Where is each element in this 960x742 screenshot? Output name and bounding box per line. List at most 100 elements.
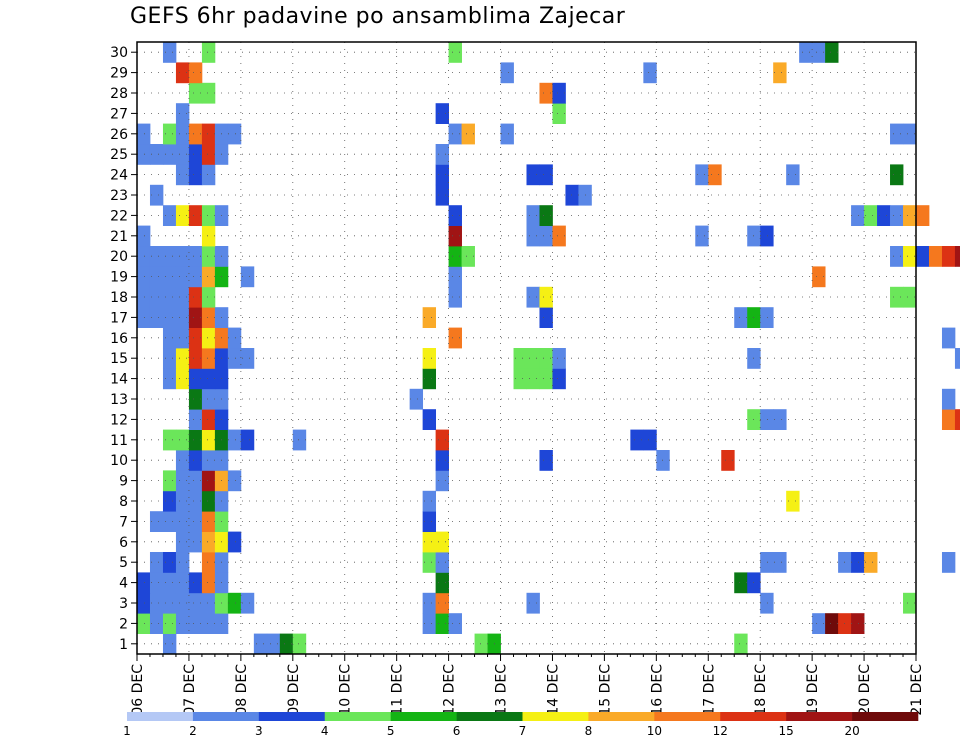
heatmap-cell — [201, 144, 216, 165]
x-tick-label: 12 DEC — [442, 664, 458, 716]
heatmap-cell — [227, 531, 242, 553]
y-tick-label: 25 — [110, 147, 128, 163]
heatmap-cell — [903, 246, 917, 267]
heatmap-cell — [175, 450, 190, 471]
heatmap-cell — [851, 552, 865, 573]
x-tick-label: 14 DEC — [545, 664, 561, 716]
colorbar-label: 6 — [453, 724, 461, 738]
heatmap-cell — [175, 511, 190, 532]
y-tick-label: 28 — [110, 86, 128, 102]
heatmap-cell — [175, 62, 190, 84]
heatmap-cell — [162, 470, 177, 492]
heatmap-cell — [175, 286, 190, 308]
colorbar-swatch — [456, 712, 523, 721]
heatmap-cell — [422, 552, 437, 573]
heatmap-cell — [149, 246, 164, 267]
x-tick-label: 15 DEC — [597, 664, 613, 716]
heatmap-cell — [188, 490, 203, 512]
y-tick-label: 15 — [110, 351, 128, 367]
colorbar: 1 2 3 4 5 6 7 8 10 12 15 20 — [123, 712, 919, 738]
heatmap-cell — [890, 246, 904, 267]
heatmap-cell — [954, 409, 960, 430]
heatmap-cell — [188, 144, 203, 165]
heatmap-cell — [162, 511, 177, 532]
heatmap-cell — [526, 286, 540, 308]
heatmap-cell — [890, 164, 904, 186]
heatmap-cell — [201, 225, 216, 247]
heatmap-cell — [188, 123, 203, 145]
y-tick-label: 24 — [110, 168, 128, 184]
heatmap-cell — [448, 613, 462, 634]
heatmap-cell — [435, 164, 449, 186]
heatmap-cell — [812, 613, 826, 634]
heatmap-cell — [201, 613, 216, 634]
y-tick-label: 6 — [119, 535, 128, 551]
heatmap-cell — [137, 307, 151, 328]
heatmap-cell — [721, 450, 735, 471]
heatmap-cell — [188, 613, 203, 634]
heatmap-cell — [435, 531, 449, 553]
y-tick-label: 4 — [119, 576, 128, 592]
y-tick-label: 23 — [110, 188, 128, 204]
x-tick-label: 18 DEC — [753, 664, 769, 716]
colorbar-label: 5 — [387, 724, 395, 738]
heatmap-cell — [201, 348, 216, 369]
heatmap-cell — [552, 348, 566, 369]
heatmap-cell — [240, 266, 255, 288]
heatmap-cell — [422, 490, 437, 512]
y-tick-label: 2 — [119, 616, 128, 632]
heatmap-cell — [162, 490, 177, 512]
heatmap-cell — [227, 592, 242, 614]
heatmap-cell — [162, 368, 177, 390]
x-tick-label: 16 DEC — [649, 664, 665, 716]
heatmap-cell — [188, 62, 203, 84]
x-tick-label: 20 DEC — [857, 664, 873, 716]
x-tick-label: 07 DEC — [182, 664, 198, 716]
heatmap-cell — [435, 103, 449, 124]
colorbar-swatch — [522, 712, 589, 721]
heatmap-cell — [188, 266, 203, 288]
heatmap-cell — [201, 450, 216, 471]
heatmap-cell — [734, 307, 748, 328]
heatmap-cell — [954, 246, 960, 267]
heatmap-cell — [941, 409, 956, 430]
heatmap-cell — [175, 348, 190, 369]
colorbar-swatch — [324, 712, 391, 721]
heatmap-cell — [201, 388, 216, 410]
colorbar-label: 3 — [255, 724, 263, 738]
y-tick-label: 5 — [119, 555, 128, 571]
heatmap-cell — [137, 592, 151, 614]
heatmap-cell — [539, 205, 553, 226]
heatmap-cell — [162, 348, 177, 369]
heatmap-cell — [877, 205, 891, 226]
heatmap-cell — [760, 307, 774, 328]
colorbar-swatch — [127, 712, 194, 721]
heatmap-cell — [760, 552, 774, 573]
heatmap-cell — [422, 531, 437, 553]
y-tick-label: 8 — [119, 494, 128, 510]
heatmap-cell — [227, 470, 242, 492]
heatmap-cell — [422, 307, 437, 328]
heatmap-cell — [162, 123, 177, 145]
heatmap-cell — [149, 511, 164, 532]
colorbar-label: 12 — [713, 724, 728, 738]
heatmap-cell — [201, 429, 216, 451]
heatmap-cell — [760, 409, 774, 430]
heatmap-cell — [526, 348, 540, 369]
heatmap-cell — [149, 572, 164, 594]
heatmap-cell — [201, 82, 216, 104]
heatmap-cell — [643, 62, 657, 84]
y-tick-label: 11 — [110, 433, 128, 449]
y-tick-label: 30 — [110, 45, 128, 61]
heatmap-cell — [760, 225, 774, 247]
heatmap-cell — [201, 164, 216, 186]
colorbar-swatch — [192, 712, 260, 721]
x-tick-label: 13 DEC — [494, 664, 510, 716]
heatmap-cell — [539, 286, 553, 308]
heatmap-cell — [435, 470, 449, 492]
heatmap-cell — [175, 368, 190, 390]
heatmap-cell — [643, 429, 657, 451]
heatmap-cell — [175, 592, 190, 614]
heatmap-cell — [201, 246, 216, 267]
heatmap-cell — [292, 633, 307, 655]
